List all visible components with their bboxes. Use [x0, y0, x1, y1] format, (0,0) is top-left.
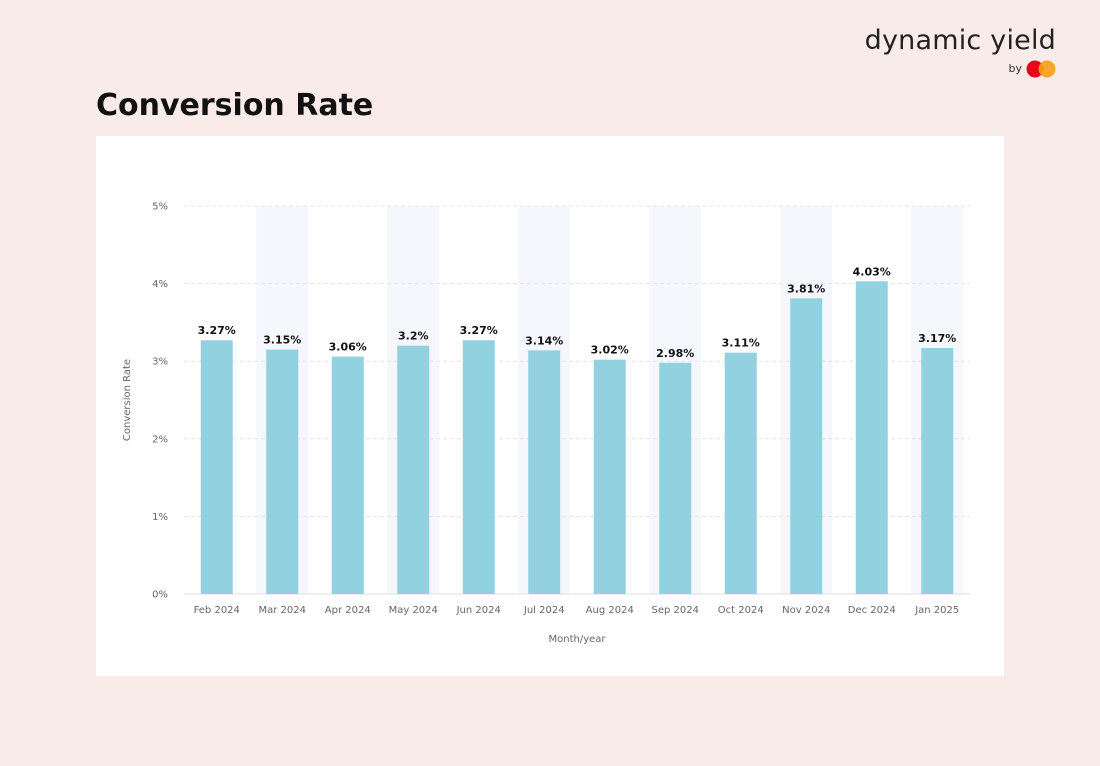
page-title: Conversion Rate — [96, 88, 374, 123]
data-label: 3.06% — [329, 341, 367, 354]
y-tick-label: 4% — [152, 279, 168, 290]
chart-card: 0% 1% 2% 3% 4% 5% 3.27% Feb 2024 3.15% Mar 2024 3.… — [96, 136, 1004, 676]
bar — [528, 350, 561, 594]
data-label: 3.11% — [722, 337, 760, 350]
data-label: 3.27% — [460, 324, 498, 337]
mastercard-icon — [1026, 60, 1056, 78]
bar-chart: 0% 1% 2% 3% 4% 5% 3.27% Feb 2024 3.15% Mar 2024 3.… — [122, 202, 970, 645]
bar — [921, 348, 954, 594]
y-tick-label: 5% — [152, 202, 168, 213]
brand-by-label: by — [1008, 62, 1023, 75]
y-tick-label: 1% — [152, 512, 168, 523]
x-tick-label: Mar 2024 — [259, 605, 307, 616]
bar — [790, 298, 823, 594]
y-tick-label: 3% — [152, 357, 168, 368]
x-tick-label: Jan 2025 — [914, 605, 959, 616]
x-tick-label: May 2024 — [389, 605, 438, 616]
x-tick-label: Feb 2024 — [194, 605, 240, 616]
data-label: 3.02% — [591, 344, 629, 357]
brand-name: dynamic yield — [864, 25, 1056, 56]
x-tick-label: Jul 2024 — [523, 605, 565, 616]
bar — [200, 340, 233, 594]
x-tick-label: Nov 2024 — [782, 605, 830, 616]
y-axis-title: Conversion Rate — [122, 359, 133, 441]
data-label: 3.81% — [787, 282, 825, 295]
bar — [462, 340, 495, 594]
x-tick-label: Jun 2024 — [456, 605, 501, 616]
bar — [724, 352, 757, 594]
bar — [266, 349, 299, 594]
data-label: 3.17% — [918, 332, 956, 345]
data-label: 3.15% — [263, 334, 301, 347]
x-tick-label: Dec 2024 — [848, 605, 896, 616]
data-label: 4.03% — [853, 265, 891, 278]
x-tick-label: Apr 2024 — [325, 605, 371, 616]
x-tick-label: Oct 2024 — [718, 605, 764, 616]
data-label: 3.2% — [398, 330, 429, 343]
data-label: 3.14% — [525, 334, 563, 347]
x-tick-label: Aug 2024 — [586, 605, 634, 616]
y-tick-label: 2% — [152, 434, 168, 445]
data-label: 2.98% — [656, 347, 694, 360]
data-label: 3.27% — [198, 324, 236, 337]
y-tick-label: 0% — [152, 590, 168, 601]
x-tick-label: Sep 2024 — [652, 605, 699, 616]
x-axis-title: Month/year — [548, 634, 606, 645]
bar — [593, 359, 626, 594]
bar — [397, 345, 430, 594]
bar — [331, 356, 364, 594]
bar — [855, 281, 888, 594]
bar — [659, 362, 692, 594]
brand-logo: dynamic yield by — [856, 26, 1056, 82]
